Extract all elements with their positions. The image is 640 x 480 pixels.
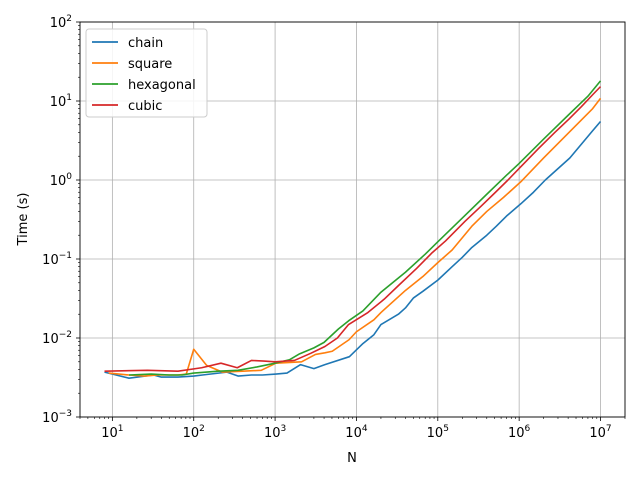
y-tick-label: 10−3	[42, 409, 72, 426]
legend-label-chain: chain	[128, 36, 163, 51]
y-axis-label: Time (s)	[16, 193, 31, 247]
series-line-square	[108, 97, 602, 377]
x-tick-label: 102	[183, 424, 205, 441]
x-axis-label: N	[347, 451, 357, 466]
series-line-hexagonal	[128, 80, 602, 376]
axis-ticks: 101 102 103 104 105 106 107 10−3 10−2 10−1 100 101 1…	[42, 14, 626, 441]
legend-box	[85, 28, 208, 118]
x-tick-label: 101	[101, 424, 123, 441]
y-tick-label: 10−1	[42, 251, 72, 268]
series-line-chain	[104, 120, 602, 379]
y-tick-label: 102	[50, 14, 72, 31]
y-tick-label: 100	[50, 172, 73, 189]
x-tick-label: 104	[345, 424, 368, 441]
series-lines	[104, 80, 602, 379]
series-line-cubic	[104, 86, 602, 373]
legend-label-hexagonal: hexagonal	[128, 78, 196, 93]
y-tick-label: 10−2	[42, 330, 72, 347]
legend-label-square: square	[128, 57, 172, 72]
legend-label-cubic: cubic	[128, 99, 162, 114]
legend: chain square hexagonal cubic	[85, 28, 208, 118]
x-tick-label: 103	[264, 424, 286, 441]
x-tick-label: 106	[508, 424, 531, 441]
x-tick-label: 105	[427, 424, 449, 441]
y-tick-label: 101	[50, 93, 72, 110]
x-tick-label: 107	[589, 424, 611, 441]
